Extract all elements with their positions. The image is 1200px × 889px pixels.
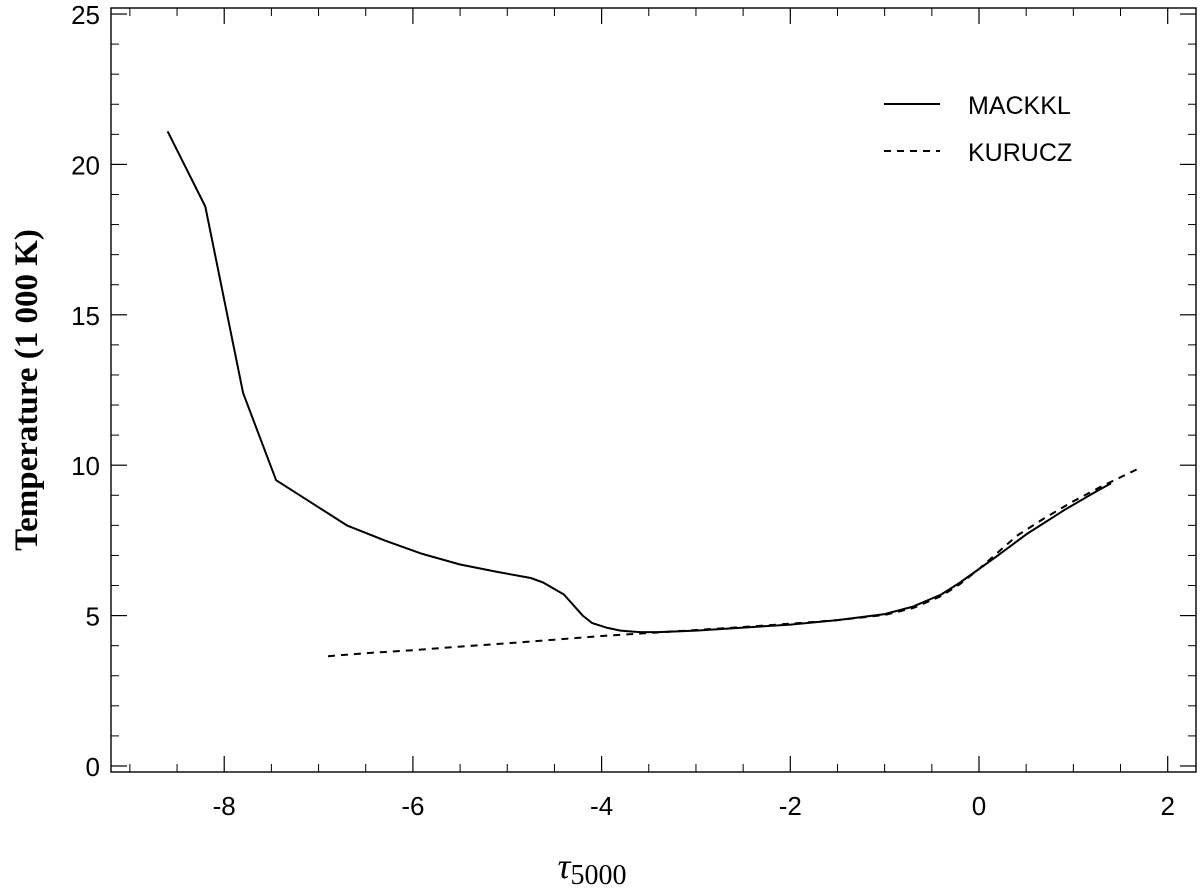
legend-label-kurucz: KURUCZ: [968, 139, 1072, 167]
x-tick-label: -8: [213, 791, 236, 821]
y-tick-label: 5: [86, 602, 100, 632]
series-line-mackkl: [166, 130, 1112, 634]
x-axis-title-subscript: 5000: [570, 860, 626, 889]
x-axis-title: τ5000: [558, 846, 627, 889]
legend-label-mackkl: MACKKL: [968, 92, 1071, 120]
y-axis-title: Temperature (1 000 K): [9, 229, 45, 551]
y-tick-label: 25: [71, 0, 100, 30]
series-group: [166, 130, 1140, 658]
x-tick-label: -4: [590, 791, 613, 821]
x-ticks: -8 -6 -4 -2 0 2: [129, 8, 1175, 821]
x-tick-label: -6: [401, 791, 424, 821]
x-axis-title-symbol: τ: [558, 846, 572, 886]
x-tick-label: -2: [779, 791, 802, 821]
y-tick-label: 10: [71, 451, 100, 481]
y-tick-label: 15: [71, 301, 100, 331]
y-tick-label: 0: [86, 752, 100, 782]
x-tick-label: 0: [972, 791, 986, 821]
legend: MACKKL KURUCZ: [884, 92, 1072, 167]
series-line-kurucz: [327, 467, 1140, 658]
plot-frame: [110, 7, 1197, 773]
x-tick-label: 2: [1160, 791, 1174, 821]
y-ticks: 0 5 10 15 20 25: [71, 0, 1196, 782]
y-tick-label: 20: [71, 150, 100, 180]
